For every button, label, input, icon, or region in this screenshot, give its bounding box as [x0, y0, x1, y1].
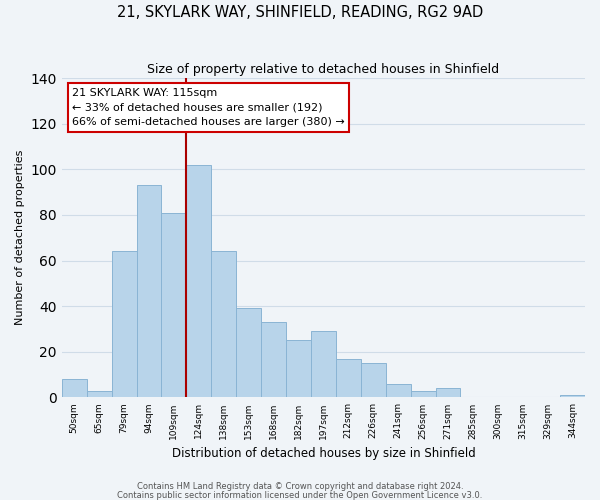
- Text: Contains HM Land Registry data © Crown copyright and database right 2024.: Contains HM Land Registry data © Crown c…: [137, 482, 463, 491]
- Text: 21 SKYLARK WAY: 115sqm
← 33% of detached houses are smaller (192)
66% of semi-de: 21 SKYLARK WAY: 115sqm ← 33% of detached…: [72, 88, 345, 127]
- Bar: [211, 252, 236, 398]
- Bar: [261, 322, 286, 398]
- Y-axis label: Number of detached properties: Number of detached properties: [15, 150, 25, 326]
- Bar: [187, 164, 211, 398]
- Bar: [361, 363, 386, 398]
- Bar: [311, 332, 336, 398]
- Bar: [336, 358, 361, 398]
- Bar: [436, 388, 460, 398]
- Bar: [137, 186, 161, 398]
- Title: Size of property relative to detached houses in Shinfield: Size of property relative to detached ho…: [148, 62, 499, 76]
- Text: Contains public sector information licensed under the Open Government Licence v3: Contains public sector information licen…: [118, 490, 482, 500]
- Bar: [112, 252, 137, 398]
- Bar: [410, 390, 436, 398]
- Bar: [560, 395, 585, 398]
- Bar: [386, 384, 410, 398]
- Bar: [236, 308, 261, 398]
- Bar: [62, 379, 87, 398]
- X-axis label: Distribution of detached houses by size in Shinfield: Distribution of detached houses by size …: [172, 447, 475, 460]
- Bar: [286, 340, 311, 398]
- Bar: [161, 212, 187, 398]
- Bar: [87, 390, 112, 398]
- Text: 21, SKYLARK WAY, SHINFIELD, READING, RG2 9AD: 21, SKYLARK WAY, SHINFIELD, READING, RG2…: [117, 5, 483, 20]
